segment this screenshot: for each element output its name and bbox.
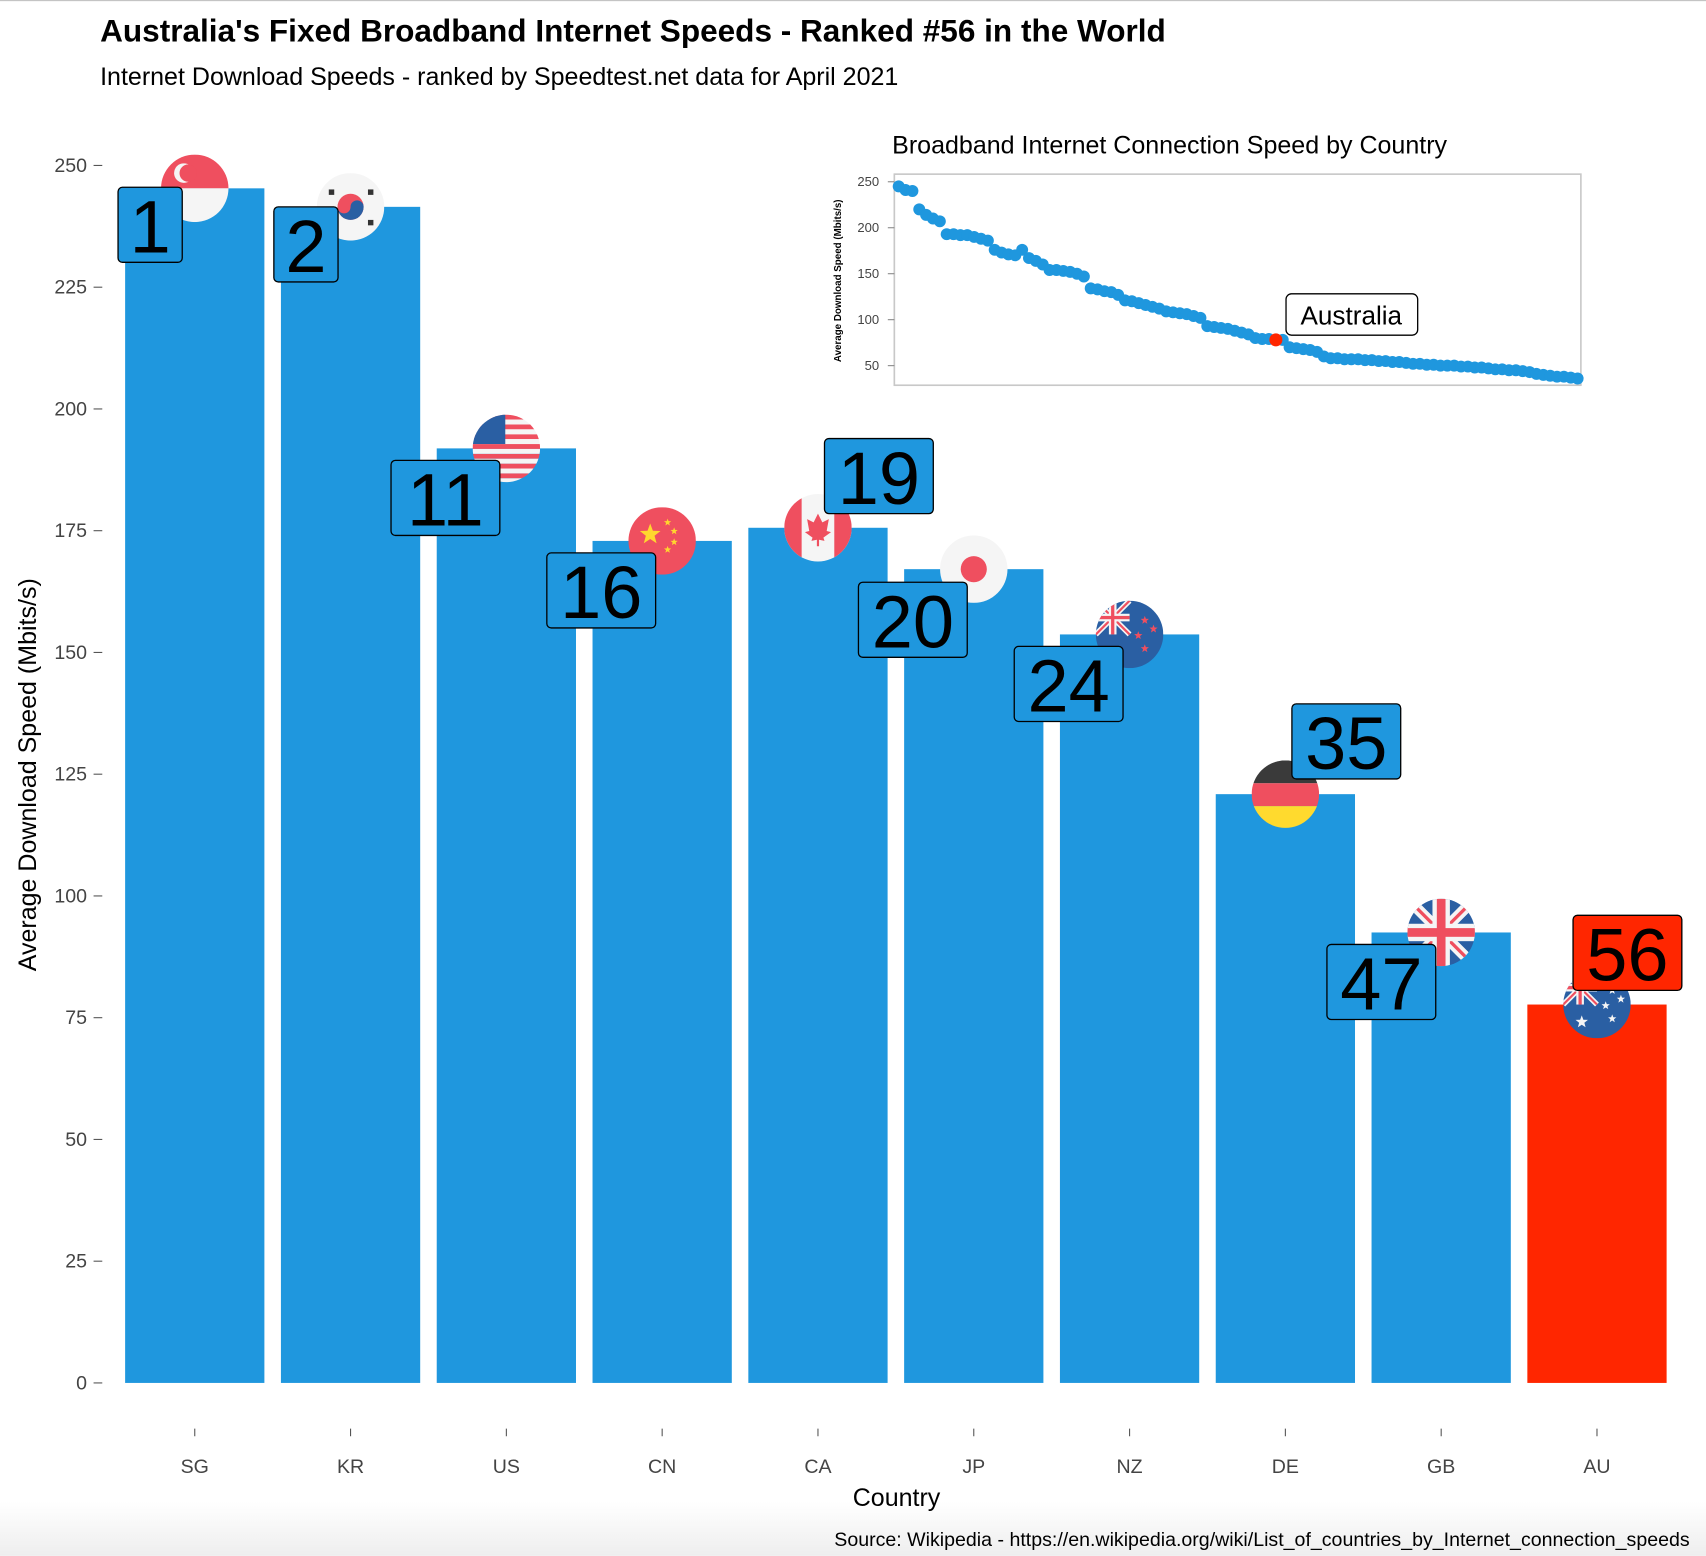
x-tick-label: GB <box>1427 1456 1455 1478</box>
inset-chart: Broadband Internet Connection Speed by C… <box>833 131 1584 387</box>
x-tick-label: CA <box>804 1456 832 1478</box>
y-tick-label: 50 <box>65 1129 87 1151</box>
rank-label-jp: 20 <box>857 581 968 664</box>
inset-point <box>906 184 919 197</box>
y-tick-label: 75 <box>65 1007 87 1029</box>
inset-points <box>892 180 1584 385</box>
source-caption: Source: Wikipedia - https://en.wikipedia… <box>834 1529 1690 1551</box>
y-tick-label: 0 <box>76 1372 87 1394</box>
x-tick-label: DE <box>1272 1456 1299 1478</box>
rank-label-us: 11 <box>390 459 501 542</box>
inset-y-tick-label: 150 <box>857 266 879 281</box>
inset-annotation: Australia <box>1285 293 1419 336</box>
bars <box>125 188 1667 1383</box>
bar-cn <box>592 540 732 1383</box>
inset-y-tick-label: 250 <box>857 174 879 189</box>
y-axis-label: Average Download Speed (Mbits/s) <box>14 578 42 971</box>
rank-label-kr: 2 <box>273 205 339 288</box>
inset-point <box>1016 243 1029 256</box>
y-tick-label: 100 <box>54 885 87 907</box>
bar-ca <box>748 527 888 1383</box>
x-axis: SG KR US CN CA JP NZ DE GB AU <box>181 1428 1611 1478</box>
rank-label-cn: 16 <box>546 551 657 634</box>
annotation-box <box>1285 293 1419 336</box>
rank-label-ca: 19 <box>823 437 934 520</box>
rank-label-au: 56 <box>1572 914 1683 997</box>
bar-sg <box>125 188 265 1383</box>
rank-label-de: 35 <box>1291 702 1402 785</box>
chart-title: Australia's Fixed Broadband Internet Spe… <box>100 12 1166 48</box>
inset-title: Broadband Internet Connection Speed by C… <box>892 131 1447 159</box>
bar-au <box>1527 1004 1667 1383</box>
inset-point <box>933 215 946 228</box>
y-tick-label: 200 <box>54 398 87 420</box>
inset-y-axis-label: Average Download Speed (Mbits/s) <box>833 199 844 362</box>
inset-point-australia <box>1269 333 1283 347</box>
inset-point <box>1194 311 1207 324</box>
rank-text: 1 <box>130 186 171 269</box>
y-tick-label: 25 <box>65 1251 87 1273</box>
inset-y-axis: 50 100 150 200 250 <box>857 174 895 373</box>
rank-label-gb: 47 <box>1326 943 1437 1026</box>
rank-text: 2 <box>285 205 326 288</box>
y-tick-label: 175 <box>54 520 87 542</box>
x-tick-label: KR <box>337 1456 364 1478</box>
footer-background <box>0 1501 1706 1556</box>
x-tick-label: US <box>493 1456 520 1478</box>
x-tick-label: JP <box>962 1456 985 1478</box>
y-tick-label: 150 <box>54 642 87 664</box>
inset-panel <box>893 173 1582 387</box>
inset-point <box>981 234 994 247</box>
rank-text: 56 <box>1586 914 1668 997</box>
rank-text: 16 <box>560 551 642 634</box>
bar-nz <box>1059 634 1200 1383</box>
rank-text: 20 <box>872 581 954 664</box>
rank-text: 24 <box>1028 645 1110 728</box>
rank-label-sg: 1 <box>117 186 183 269</box>
x-tick-label: CN <box>648 1456 676 1478</box>
inset-point <box>1571 372 1584 385</box>
y-axis: 0 25 50 75 100 125 150 175 200 225 250 <box>54 155 103 1394</box>
china-flag-icon <box>628 507 696 575</box>
rank-text: 11 <box>407 459 484 542</box>
bar-kr <box>280 206 421 1383</box>
x-tick-label: SG <box>181 1456 209 1478</box>
rank-text: 35 <box>1305 702 1387 785</box>
rank-text: 19 <box>838 437 920 520</box>
x-axis-label: Country <box>853 1484 941 1512</box>
y-tick-label: 225 <box>54 277 87 299</box>
chart-subtitle: Internet Download Speeds - ranked by Spe… <box>100 63 898 91</box>
inset-y-tick-label: 100 <box>857 312 879 327</box>
rank-label-nz: 24 <box>1013 645 1124 728</box>
rank-text: 47 <box>1340 943 1422 1026</box>
inset-y-tick-label: 200 <box>857 220 879 235</box>
inset-y-tick-label: 50 <box>865 358 880 373</box>
inset-point <box>1077 270 1090 283</box>
annotation-label: Australia <box>1301 300 1403 330</box>
rank-labels: 1 2 11 16 19 20 24 35 47 56 <box>117 186 1683 1026</box>
x-tick-label: AU <box>1583 1456 1610 1478</box>
bar-de <box>1215 794 1356 1383</box>
y-tick-label: 250 <box>54 155 87 177</box>
x-tick-label: NZ <box>1117 1456 1143 1478</box>
y-tick-label: 125 <box>54 764 87 786</box>
